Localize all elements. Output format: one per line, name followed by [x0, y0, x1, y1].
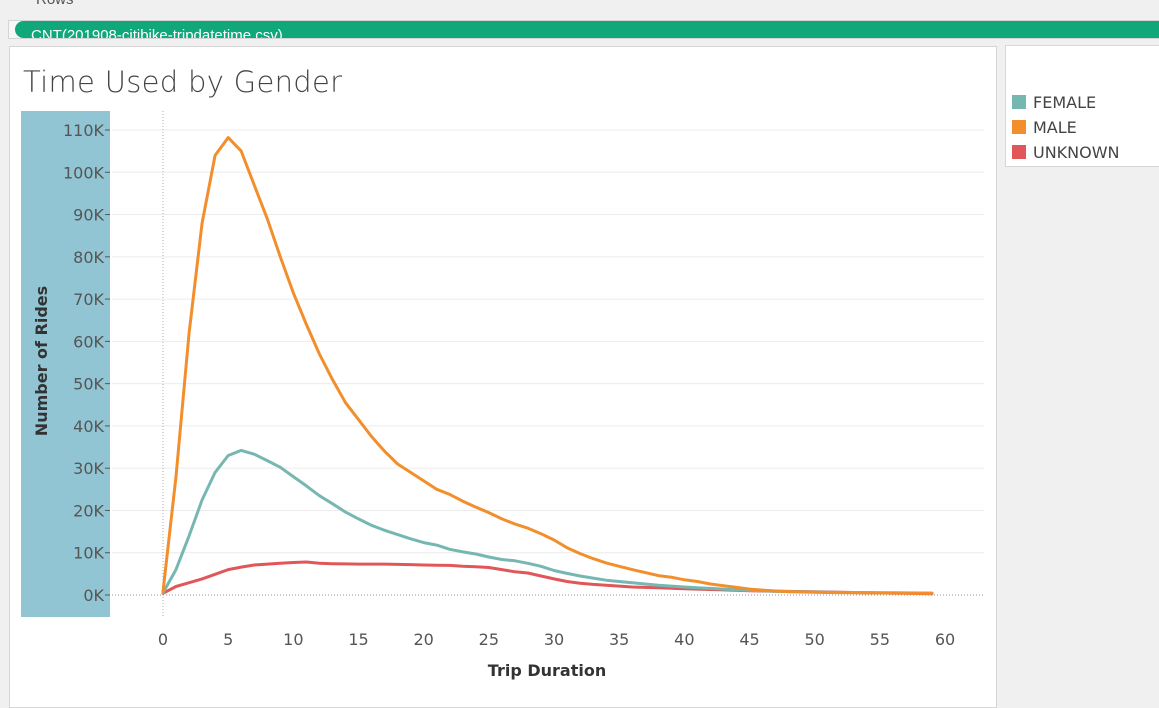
y-tick-label: 110K [63, 121, 105, 140]
y-axis-title: Number of Rides [32, 286, 51, 436]
series-line-male [161, 136, 934, 595]
legend-swatch-unknown [1012, 145, 1026, 159]
y-tick-label: 80K [73, 248, 104, 267]
y-tick-label: 10K [73, 544, 104, 563]
chart-panel: Time Used by Gender 0K 10K 20K 30K 40K 50K 60K… [9, 46, 997, 708]
y-tick-label: 60K [73, 332, 104, 351]
y-tick-label: 0K [83, 586, 104, 605]
y-tick-label: 70K [73, 290, 104, 309]
legend-item-unknown[interactable]: UNKNOWN [1012, 141, 1120, 163]
y-axis-band [21, 111, 110, 617]
legend-label-female: FEMALE [1033, 92, 1097, 112]
legend-panel: FEMALE MALE UNKNOWN [1005, 45, 1159, 167]
rows-shelf-label: Rows [36, 0, 74, 8]
series-line-female [161, 448, 934, 595]
rows-shelf[interactable]: CNT(201908-citibike-tripdatetime.csv) [8, 20, 1159, 39]
y-tick-label: 40K [73, 417, 104, 436]
legend-item-male[interactable]: MALE [1012, 116, 1077, 138]
x-tick-label: 60 [935, 630, 955, 649]
y-tick-label: 90K [73, 206, 104, 225]
y-tick-label: 30K [73, 459, 104, 478]
y-tick-label: 50K [73, 375, 104, 394]
x-tick-label: 30 [544, 630, 564, 649]
rows-measure-pill[interactable]: CNT(201908-citibike-tripdatetime.csv) [15, 21, 1159, 38]
y-tick-label: 20K [73, 501, 104, 520]
x-tick-label: 40 [674, 630, 694, 649]
series-line-unknown [161, 560, 934, 596]
legend-swatch-male [1012, 120, 1026, 134]
chart-title: Time Used by Gender [23, 65, 343, 99]
x-tick-label: 10 [283, 630, 303, 649]
x-axis-title: Trip Duration [488, 661, 606, 680]
x-tick-label: 35 [609, 630, 629, 649]
legend-swatch-female [1012, 95, 1026, 109]
y-tick-label: 100K [63, 163, 105, 182]
x-tick-label: 0 [158, 630, 168, 649]
legend-label-male: MALE [1033, 117, 1077, 137]
x-tick-label: 50 [804, 630, 824, 649]
rows-shelf-bar: Rows CNT(201908-citibike-tripdatetime.cs… [0, 0, 1159, 39]
x-tick-label: 25 [479, 630, 499, 649]
x-tick-label: 15 [348, 630, 368, 649]
legend-label-unknown: UNKNOWN [1033, 142, 1120, 162]
legend-item-female[interactable]: FEMALE [1012, 91, 1096, 113]
x-tick-label: 5 [223, 630, 233, 649]
x-tick-label: 55 [870, 630, 890, 649]
line-chart[interactable]: 0K 10K 20K 30K 40K 50K 60K 70K 80K 90K 100K 110K 0 5 1… [10, 47, 996, 707]
x-tick-label: 45 [739, 630, 759, 649]
x-tick-label: 20 [413, 630, 433, 649]
